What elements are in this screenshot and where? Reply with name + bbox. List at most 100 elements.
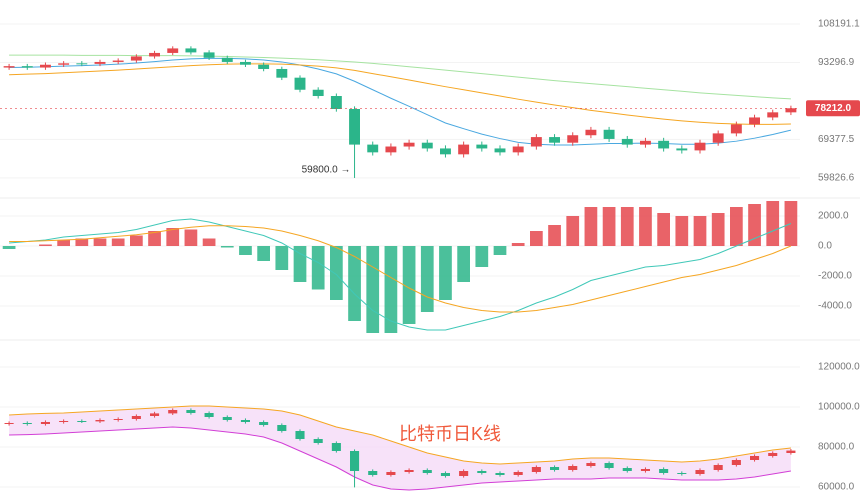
candle-body bbox=[421, 142, 433, 149]
macd-bar bbox=[75, 238, 89, 246]
mini-candle-body bbox=[204, 413, 214, 417]
macd-bar bbox=[566, 216, 580, 246]
mini-candle-body bbox=[222, 417, 232, 420]
mini-candle-body bbox=[640, 469, 650, 471]
mini-candle-body bbox=[622, 468, 632, 471]
candle-body bbox=[585, 129, 597, 136]
candle-body bbox=[458, 144, 470, 155]
mini-candle-body bbox=[459, 471, 469, 476]
candle-body bbox=[312, 89, 324, 97]
mini-candle-body bbox=[477, 471, 487, 473]
macd-bar bbox=[620, 207, 634, 246]
macd-bar bbox=[239, 246, 252, 255]
mini-candle-body bbox=[422, 470, 432, 473]
mini-candle-body bbox=[768, 453, 778, 456]
macd-bar bbox=[511, 243, 525, 246]
band-fill bbox=[9, 406, 791, 490]
indicator-line bbox=[9, 218, 792, 331]
candle-body bbox=[512, 146, 524, 153]
mini-candle-body bbox=[550, 467, 560, 470]
macd-bar bbox=[766, 201, 780, 246]
candle-body bbox=[258, 64, 270, 69]
macd-bar bbox=[584, 207, 598, 246]
candle-body bbox=[130, 56, 142, 61]
candle-body bbox=[494, 148, 506, 153]
mini-candle-body bbox=[404, 470, 414, 472]
candle-body bbox=[603, 129, 615, 139]
mini-candle-body bbox=[22, 423, 32, 424]
y-tick-label: 59826.6 bbox=[818, 172, 855, 183]
price-tag: 78212.0 bbox=[815, 103, 852, 114]
macd-bar bbox=[475, 246, 489, 267]
mini-candle-body bbox=[731, 460, 741, 465]
candle-body bbox=[785, 108, 797, 113]
mini-candle-body bbox=[313, 439, 323, 443]
macd-bar bbox=[657, 213, 670, 246]
indicator-line bbox=[9, 57, 792, 146]
mini-candle-body bbox=[4, 423, 14, 424]
mini-candle-body bbox=[240, 420, 250, 422]
candle-body bbox=[694, 142, 706, 151]
macd-bar bbox=[111, 238, 125, 246]
macd-bar bbox=[439, 246, 452, 300]
macd-bar bbox=[693, 216, 707, 246]
macd-bar bbox=[675, 216, 689, 246]
candle-body bbox=[221, 57, 233, 62]
macd-bar bbox=[711, 213, 725, 246]
y-tick-label: 0.0 bbox=[818, 241, 832, 252]
candle-body bbox=[730, 124, 742, 134]
mini-candle-body bbox=[331, 443, 341, 451]
mini-candle-body bbox=[259, 422, 269, 425]
macd-bar bbox=[202, 238, 216, 246]
candle-body bbox=[440, 148, 451, 155]
candle-body bbox=[167, 48, 179, 53]
candle-body bbox=[149, 52, 160, 57]
mini-candle-body bbox=[440, 473, 450, 476]
mini-candle-body bbox=[495, 473, 505, 475]
mini-candle-body bbox=[295, 431, 305, 439]
candle-body bbox=[658, 140, 670, 149]
mini-candle-body bbox=[786, 450, 796, 453]
mini-candle-body bbox=[59, 421, 69, 422]
macd-bar bbox=[602, 207, 616, 246]
candle-body bbox=[640, 140, 651, 145]
macd-bar bbox=[275, 246, 289, 270]
low-label: 59800.0 → bbox=[302, 165, 351, 176]
candle-body bbox=[476, 144, 488, 149]
candle-body bbox=[385, 146, 397, 153]
candle-body bbox=[21, 66, 33, 68]
indicator-line bbox=[9, 63, 791, 125]
macd-bar bbox=[348, 246, 361, 321]
candle-body bbox=[403, 142, 415, 147]
candle-body bbox=[3, 66, 15, 68]
macd-bar bbox=[184, 229, 198, 246]
candle-body bbox=[621, 138, 633, 145]
candle-body bbox=[349, 108, 360, 145]
y-tick-label: 69377.5 bbox=[818, 134, 855, 145]
candle-body bbox=[330, 96, 342, 109]
candle-body bbox=[203, 52, 215, 58]
indicator-line bbox=[9, 405, 791, 465]
mini-candle-body bbox=[368, 471, 378, 475]
candle-body bbox=[676, 148, 688, 151]
candle-body bbox=[567, 135, 579, 143]
mini-candle-body bbox=[131, 416, 141, 419]
y-tick-label: -2000.0 bbox=[818, 271, 852, 282]
candle-body bbox=[58, 63, 70, 65]
y-tick-label: 60000.0 bbox=[818, 482, 855, 492]
macd-bar bbox=[548, 225, 561, 246]
candle-body bbox=[112, 60, 124, 62]
macd-bar bbox=[748, 204, 761, 246]
mini-candle-body bbox=[95, 420, 105, 422]
y-tick-label: -4000.0 bbox=[818, 301, 852, 312]
mini-candle-body bbox=[186, 410, 196, 413]
mini-candle-body bbox=[604, 463, 614, 468]
mini-candle-body bbox=[40, 422, 50, 424]
indicator-line bbox=[9, 54, 791, 100]
mini-candle-body bbox=[586, 463, 596, 466]
macd-bar bbox=[311, 246, 325, 290]
macd-bar bbox=[402, 246, 416, 324]
candle-body bbox=[549, 137, 560, 143]
chart-title: 比特币日K线 bbox=[399, 424, 501, 444]
